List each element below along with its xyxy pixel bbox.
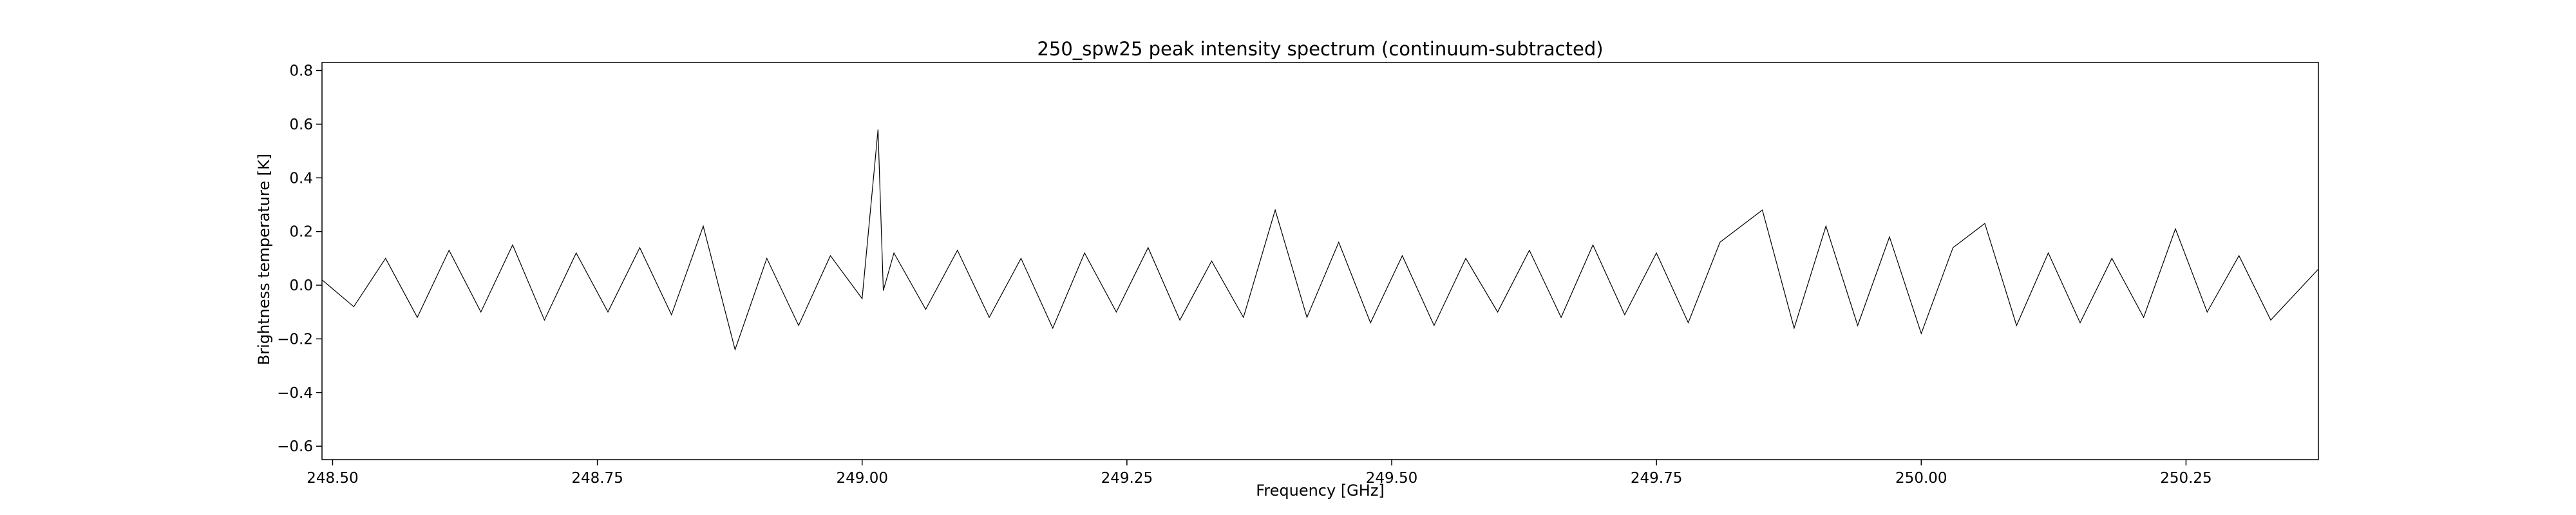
spectrum-series	[321, 129, 2319, 351]
y-tick-label: 0.0	[289, 277, 313, 294]
y-axis-label: Brightness temperature [K]	[255, 154, 273, 365]
x-tick-label: 250.25	[2160, 470, 2211, 487]
plot-area: 248.50 248.75 249.00 249.25 249.50 249.75 250.…	[277, 62, 2319, 487]
y-tick-label: 0.8	[289, 63, 313, 80]
x-ticks: 248.50 248.75 249.00 249.25 249.50 249.75 250.…	[307, 460, 2212, 487]
x-tick-label: 249.00	[836, 470, 887, 487]
y-tick-label: 0.2	[289, 224, 313, 241]
y-tick-label: 0.4	[289, 170, 313, 187]
x-tick-label: 249.25	[1101, 470, 1153, 487]
spectrum-line-0	[321, 129, 2319, 351]
x-axis-label: Frequency [GHz]	[1256, 482, 1385, 500]
x-tick-label: 249.50	[1366, 470, 1417, 487]
axes-frame	[321, 62, 2319, 460]
chart-title: 250_spw25 peak intensity spectrum (conti…	[1037, 38, 1603, 60]
y-tick-label: −0.2	[277, 331, 313, 348]
y-tick-label: 0.6	[289, 117, 313, 133]
x-tick-label: 248.75	[571, 470, 623, 487]
x-tick-label: 249.75	[1631, 470, 1682, 487]
x-tick-label: 248.50	[307, 470, 358, 487]
x-tick-label: 250.00	[1895, 470, 1947, 487]
y-tick-label: −0.6	[277, 438, 313, 455]
y-ticks: −0.6 −0.4 −0.2 0.0 0.2 0.4 0.6 0.8	[277, 63, 322, 455]
y-tick-label: −0.4	[277, 385, 313, 402]
